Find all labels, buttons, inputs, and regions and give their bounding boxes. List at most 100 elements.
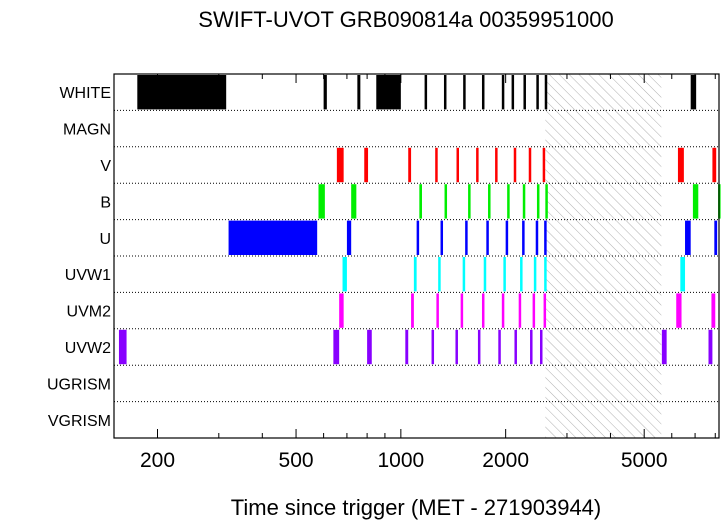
filter-label: UVW2 [65,340,111,357]
exposure-bar-u [465,220,468,255]
exposure-bar-white [501,75,505,110]
filter-label: V [100,158,111,175]
exposure-bar-uvw2 [333,329,340,365]
filter-label: WHITE [59,85,111,102]
exposure-bar-white [690,75,697,110]
exposure-bar-u [685,220,691,255]
exposure-bar-b [507,184,510,219]
exposure-bar-white [137,75,227,110]
exposure-bar-b [488,184,491,219]
exposure-bar-u [544,220,547,255]
exposure-bar-b [419,184,422,219]
exposure-bar-uvw2 [661,329,667,365]
x-axis-label: Time since trigger (MET - 271903944) [231,495,602,520]
exposure-bar-white [376,75,401,110]
exposure-bar-uvw1 [680,257,686,292]
exposure-bar-white [511,75,515,110]
exposure-bar-v [456,147,460,183]
exposure-bar-uvw2 [498,329,501,365]
exposure-bar-b [444,184,448,219]
exposure-bar-uvw2 [708,329,713,365]
x-tick-label: 500 [279,449,314,472]
exposure-bar-uvm2 [676,293,682,328]
x-tick-label: 200 [140,449,175,472]
exposure-bar-u [522,220,525,255]
exposure-bar-v [336,147,344,183]
exposure-bar-v [364,147,369,183]
exposure-bar-uvw2 [530,329,533,365]
exposure-bar-white [443,75,447,110]
exposure-bar-uvm2 [481,293,485,328]
exposure-bar-white [523,75,526,110]
exposure-bar-uvw2 [367,329,372,365]
exposure-bar-uvw1 [462,257,466,292]
exposure-bar-uvm2 [518,293,522,328]
exposure-bar-uvm2 [501,293,505,328]
exposure-bar-u [486,220,489,255]
exposure-bar-uvm2 [411,293,414,328]
exposure-bar-u [505,220,509,255]
exposure-bar-white [536,75,539,110]
exposure-bar-uvw2 [431,329,435,365]
exposure-bar-b [468,184,471,219]
exposure-bar-uvw1 [483,257,487,292]
exposure-bar-uvw1 [438,257,441,292]
exposure-bar-uvw1 [520,257,523,292]
exposure-bar-white [323,75,327,110]
x-tick-label: 2000 [482,449,529,472]
exposure-bar-v [513,147,517,183]
exposure-bar-white [357,75,361,110]
exposure-bar-uvw2 [539,329,543,365]
exposure-bar-uvm2 [436,293,439,328]
exposure-bar-v [408,147,412,183]
exposure-bar-b [545,184,548,219]
exposure-bar-white [481,75,485,110]
exposure-bar-uvw1 [533,257,537,292]
exposure-bar-b [692,184,699,219]
x-tick-label: 1000 [377,449,424,472]
exposure-bar-uvw2 [118,329,127,365]
exposure-bar-v [476,147,479,183]
exposure-bar-uvm2 [339,293,344,328]
exposure-bar-uvw2 [455,329,458,365]
filter-label: UGRISM [47,376,111,393]
exposure-bar-u [535,220,539,255]
exposure-bar-b [536,184,540,219]
filter-label: U [99,231,111,248]
exposure-bar-uvw2 [477,329,481,365]
exposure-bar-u [416,220,420,255]
exposure-bar-uvw1 [544,257,547,292]
exposure-bar-uvw1 [413,257,417,292]
filter-label: MAGN [63,122,111,139]
chart-title: SWIFT-UVOT GRB090814a 00359951000 [198,7,613,32]
exposure-bar-v [495,147,498,183]
exposure-bar-b [351,184,357,219]
exposure-bar-white [544,75,548,110]
filter-label: UVW1 [65,267,111,284]
exposure-bar-uvm2 [543,293,547,328]
exposure-bar-v [542,147,546,183]
exposure-bar-v [435,147,438,183]
exposure-bar-b [522,184,526,219]
exposure-bar-uvw2 [514,329,517,365]
plot-frame [113,73,720,439]
exposure-bar-uvw1 [342,257,347,292]
exposure-bar-uvm2 [711,293,716,328]
filter-label: UVM2 [67,304,112,321]
exposure-bar-u [440,220,444,255]
exposure-bar-white [424,75,428,110]
exposure-bar-u [714,220,718,255]
exposure-bar-white [463,75,466,110]
exposure-bar-v [712,147,717,183]
exposure-bar-uvm2 [460,293,464,328]
exposure-bar-uvw2 [405,329,409,365]
x-tick-label: 5000 [621,449,668,472]
exposure-bar-u [228,220,318,255]
exposure-bar-v [528,147,532,183]
exposure-bar-uvm2 [532,293,536,328]
exposure-bar-u [346,220,352,255]
exposure-bar-b [318,184,325,219]
exposure-bar-v [677,147,684,183]
filter-label: B [100,194,111,211]
